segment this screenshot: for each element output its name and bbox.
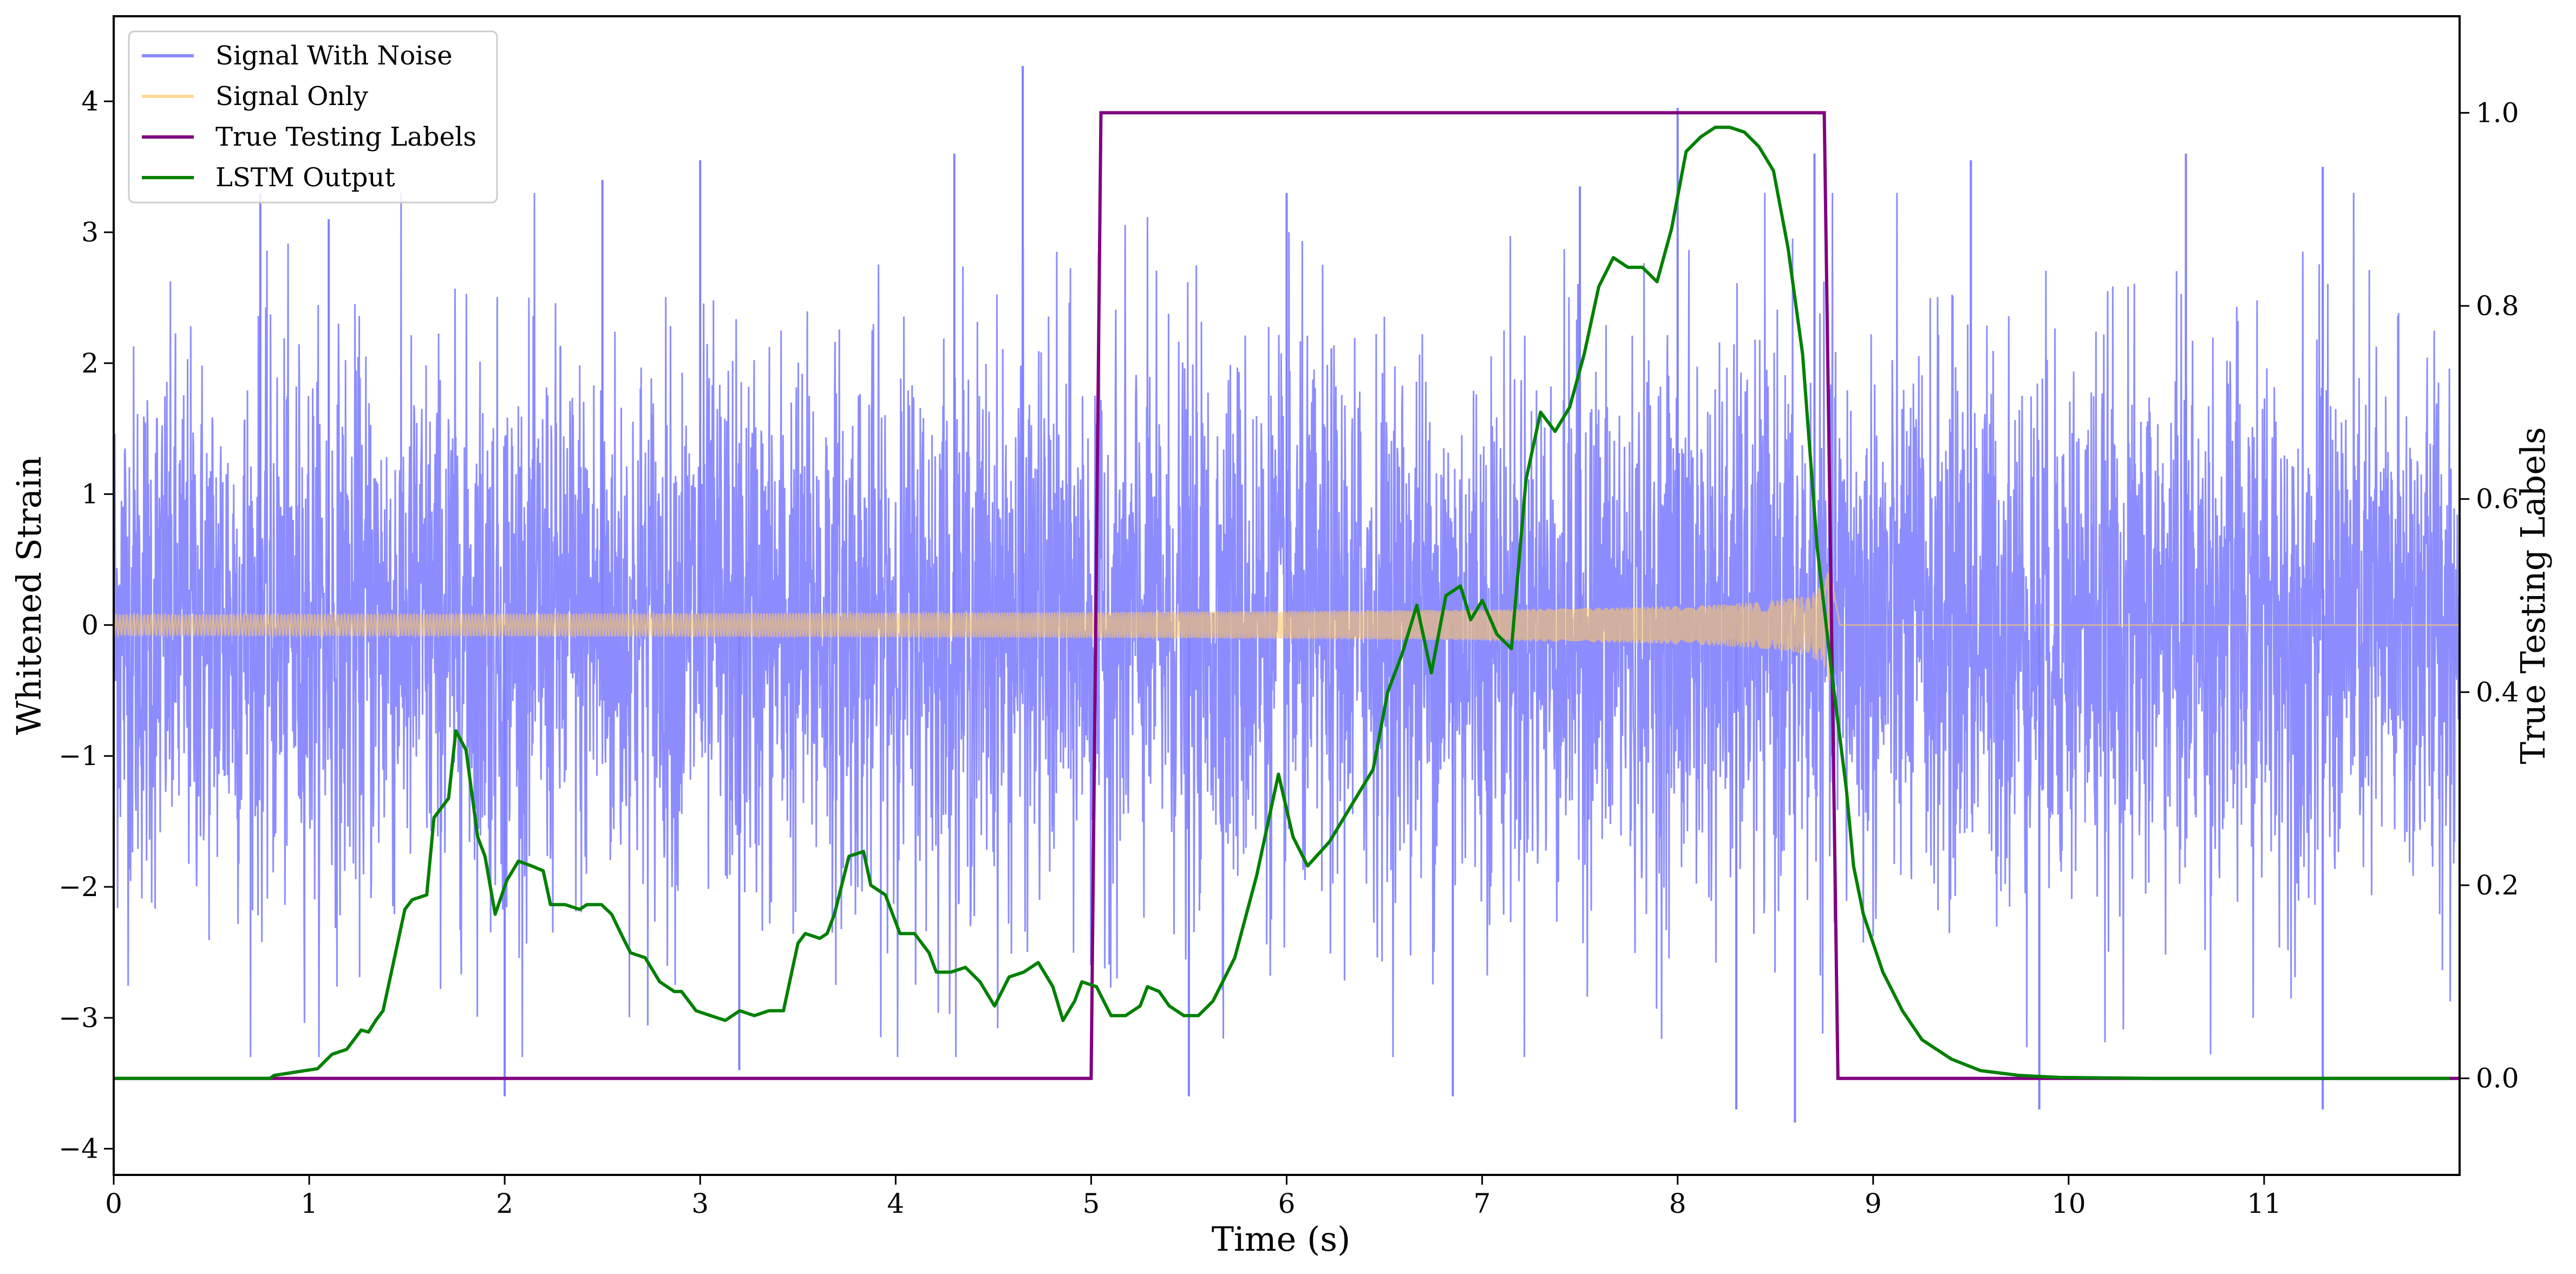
x-axis-label: Time (s) [1212, 1219, 1351, 1259]
x-tick-label: 11 [2247, 1188, 2281, 1219]
x-tick-label: 9 [1865, 1188, 1882, 1219]
y2-tick-label: 0.4 [2476, 676, 2519, 708]
y2-tick-label: 0.6 [2476, 484, 2519, 515]
x-tick-label: 0 [105, 1188, 122, 1219]
y2-tick-label: 0.2 [2476, 870, 2519, 901]
legend-label: True Testing Labels [215, 122, 476, 152]
y2-tick-label: 0.8 [2476, 290, 2519, 322]
y-axis-right: 0.0 0.2 0.4 0.6 0.8 1.0 [2460, 97, 2519, 1094]
y-tick-label: 4 [81, 86, 99, 117]
y-tick-label: 3 [81, 217, 99, 248]
y2-axis-label: True Testing Labels [2513, 427, 2553, 765]
y-tick-label: −1 [58, 740, 99, 772]
x-tick-label: 6 [1278, 1188, 1296, 1219]
series-layer [114, 66, 2460, 1123]
x-tick-label: 1 [300, 1188, 318, 1219]
x-tick-label: 3 [691, 1188, 709, 1219]
x-tick-label: 2 [496, 1188, 513, 1219]
y-axis-label: Whitened Strain [9, 456, 49, 735]
y2-tick-label: 1.0 [2476, 97, 2519, 128]
y-tick-label: −2 [58, 871, 99, 903]
y-tick-label: −3 [58, 1002, 99, 1034]
legend-label: Signal With Noise [215, 41, 453, 71]
series-true-testing-labels [114, 111, 2460, 1080]
x-axis: 0 1 2 3 4 5 6 7 8 9 10 11 [105, 1175, 2281, 1219]
y-axis-left: −4 −3 −2 −1 0 1 2 3 4 [58, 86, 114, 1165]
y-tick-label: −4 [58, 1133, 99, 1165]
series-lstm-output [114, 126, 2450, 1080]
x-tick-label: 4 [887, 1188, 904, 1219]
series-signal-only [114, 566, 2460, 682]
y-tick-label: 0 [81, 609, 99, 641]
legend-label: LSTM Output [215, 162, 395, 193]
x-tick-label: 10 [2051, 1188, 2086, 1219]
x-tick-label: 8 [1669, 1188, 1686, 1219]
legend-box [128, 30, 498, 204]
x-tick-label: 5 [1083, 1188, 1100, 1219]
x-tick-label: 7 [1474, 1188, 1491, 1219]
legend: Signal With Noise Signal Only True Testing… [128, 30, 498, 204]
legend-label: Signal Only [215, 81, 368, 112]
y-tick-label: 2 [81, 348, 99, 379]
y-tick-label: 1 [81, 479, 99, 510]
y2-tick-label: 0.0 [2476, 1063, 2519, 1094]
